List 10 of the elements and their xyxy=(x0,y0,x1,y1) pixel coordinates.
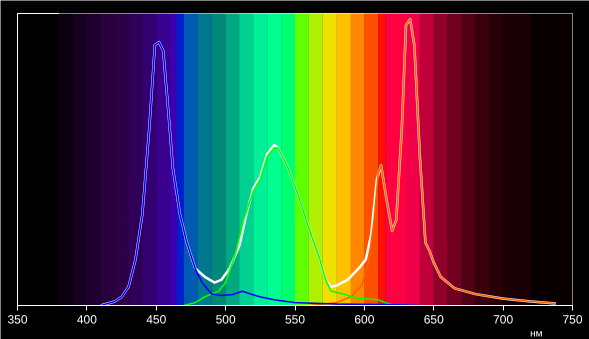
x-tick-label: 600 xyxy=(354,312,375,326)
x-tick-label: 700 xyxy=(493,312,514,326)
x-tick-label: 550 xyxy=(284,312,306,326)
x-axis-title: нм xyxy=(530,328,543,339)
x-tick-label: 650 xyxy=(424,312,444,326)
x-tick-label: 350 xyxy=(7,312,28,326)
x-tick-label: 400 xyxy=(76,312,98,326)
x-tick-label: 450 xyxy=(146,312,167,326)
x-tick-label: 500 xyxy=(216,312,236,326)
x-tick-label: 750 xyxy=(562,312,583,326)
